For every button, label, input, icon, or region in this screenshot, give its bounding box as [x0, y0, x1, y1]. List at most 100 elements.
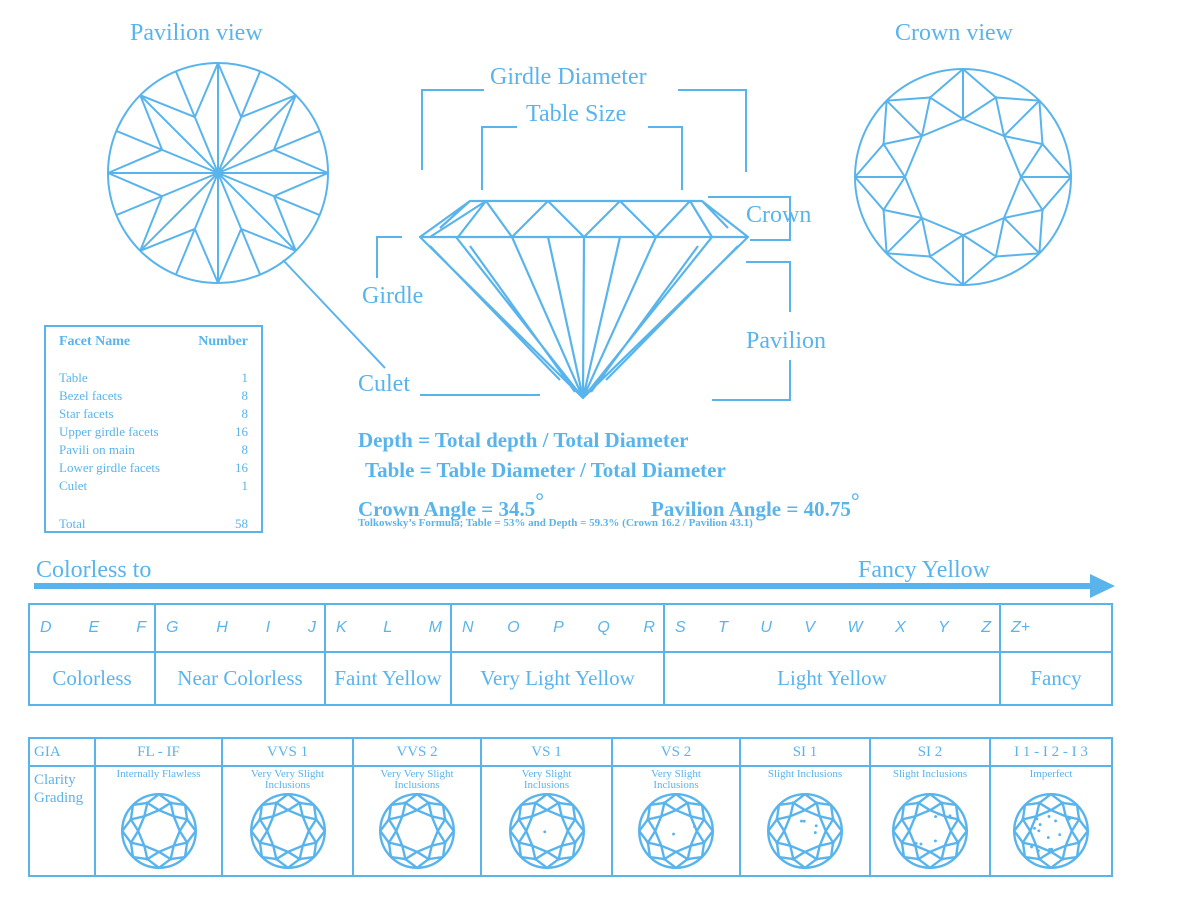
- clarity-diamond-icon: [892, 793, 968, 869]
- clarity-grade-description: Very Slight Inclusions: [482, 767, 611, 791]
- clarity-description-line1: Imperfect: [1029, 768, 1073, 780]
- facet-name: Star facets: [59, 406, 114, 421]
- color-letters-group: N O P Q R: [452, 605, 665, 653]
- clarity-grade-description: Slight Inclusions: [741, 767, 869, 780]
- clarity-description-line1: Slight Inclusions: [767, 768, 843, 780]
- girdle-diameter-bracket: [421, 89, 484, 170]
- color-letters-group: G H I J: [156, 605, 326, 653]
- facet-name: Lower girdle facets: [59, 460, 161, 475]
- clarity-grade-column: VVS 1 Very Very Slight Inclusions: [223, 739, 354, 875]
- crown-angle-text: Crown Angle = 34.5: [358, 497, 536, 521]
- color-group-name: Fancy: [1030, 666, 1082, 690]
- clarity-grade-code: VS 2: [613, 739, 739, 767]
- table-size-bracket-right: [648, 126, 683, 190]
- color-grade-letter: W: [847, 619, 863, 636]
- gia-label: GIA: [30, 739, 94, 767]
- pavilion-culet-leader: [282, 259, 386, 369]
- color-grade-letter: S: [675, 619, 686, 636]
- clarity-label-line2: Grading: [34, 790, 84, 806]
- clarity-grade-description: Very Very Slight Inclusions: [223, 767, 352, 791]
- color-grade-scale: D E F Colorless G H I J Near Colorless K L M Faint Y…: [28, 603, 1113, 706]
- clarity-description-line1: Internally Flawless: [116, 768, 201, 780]
- facet-name: Culet: [59, 478, 88, 493]
- facet-number: 8: [241, 388, 249, 403]
- color-grade-letter: L: [383, 619, 393, 636]
- table-size-label: Table Size: [526, 101, 627, 127]
- clarity-grading-label: Clarity Grading: [30, 767, 94, 807]
- facet-name-header: Facet Name: [59, 334, 131, 349]
- facet-number: 1: [241, 478, 249, 493]
- clarity-grade-column: I 1 - I 2 - I 3 Imperfect: [991, 739, 1111, 875]
- clarity-grade-code: I 1 - I 2 - I 3: [991, 739, 1111, 767]
- clarity-description-line2: Inclusions: [653, 779, 699, 791]
- color-group-name: Colorless: [30, 653, 156, 704]
- clarity-diamond-icon: [1013, 793, 1089, 869]
- color-grade-letter: R: [643, 619, 655, 636]
- pavilion-view-title: Pavilion view: [130, 20, 263, 46]
- clarity-grade-column: VS 2 Very Slight Inclusions: [613, 739, 741, 875]
- clarity-diamond-icon: [120, 793, 197, 869]
- clarity-description-line2: Inclusions: [523, 779, 570, 791]
- culet-label: Culet: [358, 371, 410, 397]
- facet-table: Facet Name Number Table 1 Bezel facets 8 Sta…: [44, 325, 263, 533]
- color-grade-letter: Y: [938, 619, 949, 636]
- color-grade-letter: G: [166, 619, 179, 636]
- clarity-grade-description: Very Very Slight Inclusions: [354, 767, 480, 791]
- facet-name: Upper girdle facets: [59, 424, 159, 439]
- color-letters-group: S T U V W X Y Z: [665, 605, 1001, 653]
- color-grade-letter: H: [216, 619, 228, 636]
- color-grade-letter: T: [718, 619, 728, 636]
- clarity-grade-column: SI 2 Slight Inclusions: [871, 739, 991, 875]
- color-grade-letter: K: [336, 619, 347, 636]
- dimension-brackets: [282, 89, 791, 401]
- facet-number: 16: [235, 460, 248, 475]
- clarity-grade-column: SI 1 Slight Inclusions: [741, 739, 871, 875]
- color-group-name: Very Light Yellow: [452, 653, 665, 704]
- pavilion-bracket: [746, 261, 791, 312]
- clarity-description-line1: Very Very Slight: [380, 768, 454, 780]
- colorless-to-label: Colorless to: [36, 557, 152, 583]
- crown-angle-degree: °: [535, 488, 545, 513]
- facet-row: Table 1: [59, 370, 248, 388]
- clarity-grade-code: FL - IF: [96, 739, 221, 767]
- clarity-description-line2: Inclusions: [264, 779, 311, 791]
- color-grade-letter: M: [428, 619, 442, 636]
- facet-number: 16: [235, 424, 248, 439]
- clarity-grade-column: FL - IF Internally Flawless: [96, 739, 223, 875]
- color-group-name: Near Colorless: [156, 653, 326, 704]
- color-group-name: Light Yellow: [665, 653, 1001, 704]
- girdle-bracket: [376, 236, 402, 278]
- crown-angle-formula: Crown Angle = 34.5°: [358, 488, 544, 522]
- color-scale-arrow: [34, 574, 1115, 598]
- crown-view-title: Crown view: [895, 20, 1013, 46]
- crown-label: Crown: [746, 202, 812, 228]
- facet-number: 8: [241, 442, 249, 457]
- clarity-grade-description: Internally Flawless: [96, 767, 221, 780]
- color-letters-group: K L M: [326, 605, 452, 653]
- color-grade-letter: D: [40, 619, 52, 636]
- clarity-diamond-icon: [767, 793, 843, 869]
- facet-total-row: Total 58: [59, 516, 248, 534]
- color-grade-letter: O: [507, 619, 520, 636]
- diamond-profile-diagram: [418, 199, 750, 400]
- clarity-grade-code: SI 1: [741, 739, 869, 767]
- color-grade-letter: N: [462, 619, 474, 636]
- clarity-grade-description: Slight Inclusions: [871, 767, 989, 780]
- clarity-description-line1: Slight Inclusions: [892, 768, 968, 780]
- table-size-bracket: [481, 126, 517, 190]
- pavilion-angle-text: Pavilion Angle = 40.75: [651, 497, 851, 521]
- tolkowsky-formula: Tolkowsky’s Formula; Table = 53% and Dep…: [358, 517, 753, 529]
- gia-clarity-label-column: GIA Clarity Grading: [30, 739, 96, 875]
- color-grade-letter: P: [553, 619, 564, 636]
- color-grade-letter: Q: [597, 619, 610, 636]
- pavilion-angle-formula: Pavilion Angle = 40.75°: [651, 488, 860, 522]
- color-letters-group: Z+: [1001, 605, 1111, 653]
- color-letters-group: D E F: [30, 605, 156, 653]
- facet-name: Bezel facets: [59, 388, 123, 403]
- crown-bracket: [708, 196, 791, 241]
- clarity-description-line2: Inclusions: [394, 779, 440, 791]
- clarity-diamond-icon: [638, 793, 714, 869]
- facet-name: Table: [59, 370, 88, 385]
- facet-number: 1: [241, 370, 249, 385]
